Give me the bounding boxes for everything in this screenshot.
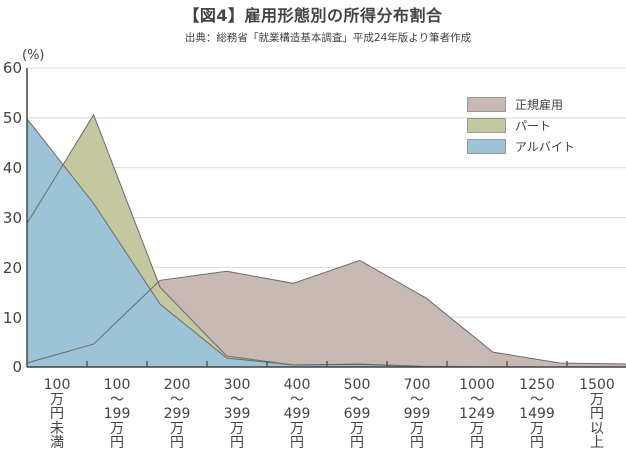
legend-label: アルバイト bbox=[515, 140, 575, 154]
legend-item-regular: 正規雇用 bbox=[467, 94, 575, 115]
x-tick-label: 700 〜 999 万 円 bbox=[403, 377, 431, 451]
x-tick-label: 300 〜 399 万 円 bbox=[223, 377, 251, 451]
x-tick-label: 100 万 円 未 満 bbox=[43, 377, 71, 451]
chart-subtitle: 出典：総務省「就業構造基本調査」平成24年版より筆者作成 bbox=[184, 32, 472, 44]
y-axis-unit: (%) bbox=[22, 48, 45, 63]
x-tick-label: 1000 〜 1249 万 円 bbox=[459, 377, 495, 451]
legend-label: 正規雇用 bbox=[515, 98, 564, 112]
y-tick-label: 60 bbox=[2, 59, 22, 77]
legend-label: パート bbox=[515, 119, 552, 133]
x-ticks bbox=[86, 361, 568, 367]
y-tick-label: 0 bbox=[12, 358, 22, 376]
chart-title: 【図4】雇用形態別の所得分布割合 bbox=[183, 6, 443, 25]
x-tick-label: 1500 万 円 以 上 bbox=[579, 377, 615, 451]
y-tick-label: 20 bbox=[2, 259, 22, 277]
x-tick-label: 200 〜 299 万 円 bbox=[163, 377, 191, 451]
legend-swatch bbox=[467, 118, 506, 133]
y-tick-label: 10 bbox=[2, 309, 22, 327]
x-tick-label: 1250 〜 1499 万 円 bbox=[519, 377, 555, 451]
x-tick-label: 500 〜 699 万 円 bbox=[343, 377, 371, 451]
x-tick-label: 100 〜 199 万 円 bbox=[103, 377, 131, 451]
series-outline bbox=[26, 259, 626, 365]
legend: 正規雇用 パート アルバイト bbox=[467, 94, 575, 157]
legend-swatch bbox=[467, 139, 506, 154]
legend-swatch bbox=[467, 97, 506, 112]
y-tick-label: 40 bbox=[2, 159, 22, 177]
legend-item-arbeit: アルバイト bbox=[467, 136, 575, 157]
legend-item-part-time: パート bbox=[467, 115, 575, 136]
data-areas bbox=[26, 113, 626, 368]
y-tick-label: 50 bbox=[2, 109, 22, 127]
area-series bbox=[27, 118, 626, 367]
x-tick-label: 400 〜 499 万 円 bbox=[283, 377, 311, 451]
y-tick-label: 30 bbox=[2, 209, 22, 227]
